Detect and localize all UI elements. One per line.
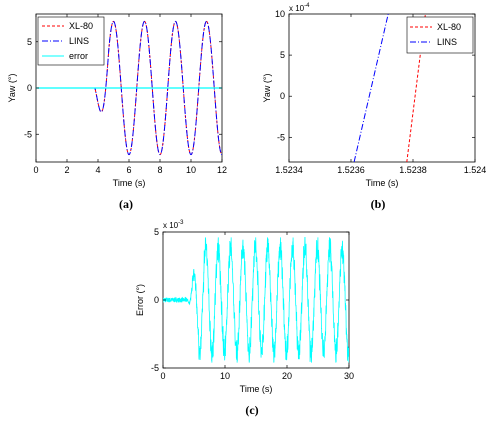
- panel-a-xtick-label: 12: [217, 165, 227, 175]
- panel-c: 0 10 20 30-505 x 10-3 Time (s) Error (°) (c…: [135, 220, 354, 417]
- panel-b-xtick-label: 1.524: [464, 165, 487, 175]
- panel-c-plot-area: [163, 237, 349, 363]
- panel-a-xtick-label: 4: [95, 165, 100, 175]
- panel-c-xtick-label: 30: [344, 371, 354, 381]
- panel-c-ylabel: Error (°): [135, 284, 145, 316]
- panel-b-xlabel: Time (s): [366, 178, 399, 188]
- panel-c-ytick-label: 0: [154, 295, 159, 305]
- panel-b-legend-label-xl80: XL-80: [437, 22, 461, 32]
- panel-b-plot-area: [353, 14, 426, 162]
- panel-b-y-exponent: x 10-4: [289, 3, 310, 13]
- panel-b-ylabel: Yaw (°): [262, 74, 272, 103]
- panel-a-ytick-label: 0: [27, 83, 32, 93]
- panel-a-xtick-label: 2: [64, 165, 69, 175]
- panel-a-legend-label-xl80: XL-80: [69, 21, 93, 31]
- panel-b-legend-label-lins: LINS: [437, 37, 457, 47]
- panel-c-series-error-line: [163, 237, 349, 363]
- panel-a-xlabel: Time (s): [113, 178, 146, 188]
- panel-b-ytick-label: 5: [280, 50, 285, 60]
- panel-a-xtick-label: 6: [126, 165, 131, 175]
- panel-a-xtick-label: 0: [33, 165, 38, 175]
- panel-c-ticks: 0 10 20 30-505: [151, 227, 354, 381]
- panel-b-xtick-label: 1.5234: [275, 165, 303, 175]
- panel-a-ytick-label: 5: [27, 37, 32, 47]
- panel-a-ticks: 0 2 4 6 8 10 12 -5 0 5: [24, 14, 227, 175]
- panel-c-xtick-label: 10: [220, 371, 230, 381]
- panel-c-ytick-label: -5: [151, 363, 159, 373]
- panel-c-ytick-label: 5: [154, 227, 159, 237]
- panel-b-xtick-label: 1.5236: [337, 165, 365, 175]
- panel-b-xtick-label: 1.5238: [399, 165, 427, 175]
- panel-a-legend: XL-80 LINS error: [37, 16, 105, 66]
- panel-b-ytick-label: 10: [275, 9, 285, 19]
- panel-a-legend-label-lins: LINS: [69, 36, 89, 46]
- panel-a-legend-label-error: error: [69, 51, 88, 61]
- panel-b-caption: (b): [371, 197, 386, 211]
- panel-b-ticks: 1.5234 1.5236 1.5238 1.524 -5 0 5 10: [275, 9, 486, 175]
- panel-b-ytick-label: 0: [280, 91, 285, 101]
- panel-b: 1.5234 1.5236 1.5238 1.524 -5 0 5 10 x 10-4 Tim…: [262, 3, 486, 211]
- panel-b-ytick-label: -5: [277, 132, 285, 142]
- panel-a-caption: (a): [119, 197, 133, 211]
- panel-c-y-exponent: x 10-3: [163, 220, 184, 230]
- panel-b-series-lins-line: [353, 14, 389, 162]
- panel-c-xtick-label: 0: [160, 371, 165, 381]
- panel-a-xtick-label: 10: [186, 165, 196, 175]
- panel-c-xtick-label: 20: [282, 371, 292, 381]
- panel-c-caption: (c): [245, 403, 258, 417]
- panel-a-ytick-label: -5: [24, 129, 32, 139]
- panel-a-xtick-label: 8: [157, 165, 162, 175]
- panel-c-xlabel: Time (s): [240, 384, 273, 394]
- panel-a-ylabel: Yaw (°): [7, 74, 17, 103]
- panel-a: 0 2 4 6 8 10 12 -5 0 5 Time (s) Yaw (°) (a) XL-80…: [7, 13, 227, 211]
- panel-b-legend: XL-80 LINS: [406, 16, 474, 54]
- panel-a-plot-area: [36, 20, 222, 156]
